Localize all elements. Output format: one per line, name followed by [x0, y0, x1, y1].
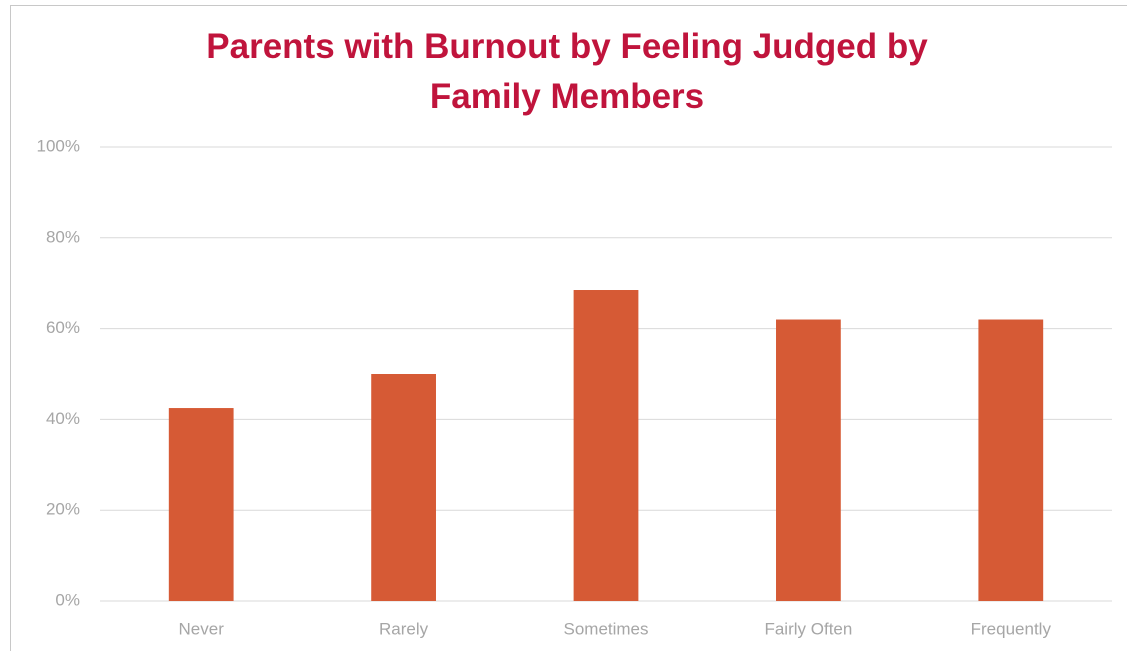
y-tick-label: 40%	[46, 409, 80, 428]
x-tick-label: Rarely	[379, 619, 429, 638]
bar	[776, 319, 841, 601]
y-tick-label: 60%	[46, 318, 80, 337]
x-tick-label: Never	[179, 619, 225, 638]
x-tick-label: Fairly Often	[764, 619, 852, 638]
chart-border	[10, 5, 1127, 651]
y-tick-label: 80%	[46, 227, 80, 246]
chart-title: Parents with Burnout by Feeling Judged b…	[206, 27, 928, 116]
bar	[168, 408, 234, 601]
y-tick-label: 0%	[55, 590, 80, 609]
x-tick-label: Frequently	[971, 619, 1052, 638]
bar	[573, 290, 639, 601]
x-tick-label: Sometimes	[563, 619, 648, 638]
y-tick-label: 20%	[46, 500, 80, 519]
y-tick-label: 100%	[37, 136, 80, 155]
bar	[371, 374, 436, 601]
bar	[978, 319, 1044, 601]
